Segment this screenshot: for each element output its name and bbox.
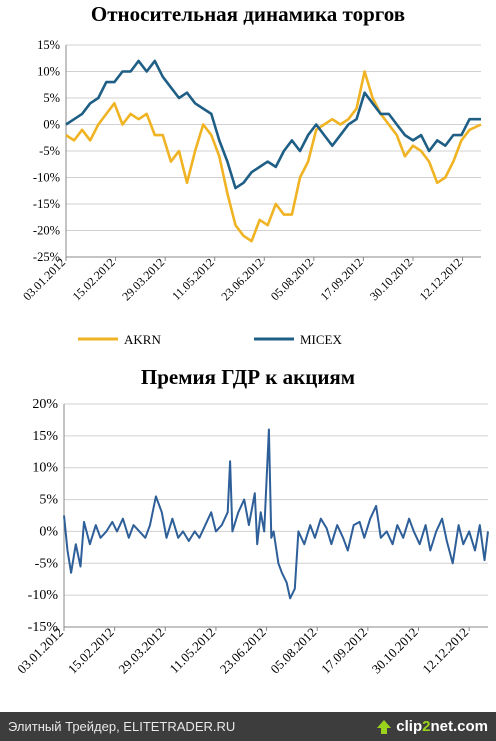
chart-1-title: Относительная динамика торгов xyxy=(90,2,406,26)
relative-dynamics-chart: -25%-20%-15%-10%-5%0%5%10%15%03.01.2012 1… xyxy=(20,38,482,347)
x-tick-label: 12.12.2012 xyxy=(419,625,471,677)
gdr-premium-chart: -15%-10%-5%0%5%10%15%20%03.01.201215.02.… xyxy=(14,397,489,677)
y-tick-label: 20% xyxy=(32,397,58,412)
y-tick-label: -10% xyxy=(33,171,60,185)
series-line-0 xyxy=(63,428,489,600)
y-tick-label: -5% xyxy=(35,556,59,571)
x-tick-label: 15.02.2012 xyxy=(65,625,117,677)
y-tick-label: -15% xyxy=(33,197,60,211)
y-tick-label: 15% xyxy=(32,429,58,444)
x-tick-label: 17.09.2012 xyxy=(318,625,370,677)
y-tick-label: -25% xyxy=(33,250,60,264)
brand-accent-text: 2 xyxy=(422,718,431,735)
y-tick-label: 0% xyxy=(39,524,58,539)
clip2net-logo: clip2net.com xyxy=(376,716,488,737)
y-tick-label: 10% xyxy=(37,65,60,79)
x-tick-label: 05.08.2012 xyxy=(267,625,319,677)
y-tick-label: 10% xyxy=(32,461,58,476)
series-line-akrn xyxy=(65,70,482,243)
y-tick-label: 5% xyxy=(39,493,58,508)
brand-end-text: net.com xyxy=(430,718,488,735)
legend-label: MICEX xyxy=(300,332,343,347)
y-tick-label: -15% xyxy=(28,620,59,635)
y-tick-label: 0% xyxy=(43,118,60,132)
footer-bar: Элитный Трейдер, ELITETRADER.RU clip2net… xyxy=(0,712,496,741)
y-tick-label: -5% xyxy=(39,144,60,158)
y-tick-label: -20% xyxy=(33,224,60,238)
brand-main-text: clip xyxy=(396,718,423,735)
x-tick-label: 11.05.2012 xyxy=(166,625,218,677)
legend-label: AKRN xyxy=(124,332,161,347)
x-tick-label: 23.06.2012 xyxy=(217,625,269,677)
y-tick-label: -10% xyxy=(28,588,59,603)
clip2net-brand-text: clip2net.com xyxy=(396,718,488,735)
chart-2-title: Премия ГДР к акциям xyxy=(140,365,356,389)
y-tick-label: 5% xyxy=(43,91,60,105)
x-tick-label: 29.03.2012 xyxy=(115,625,167,677)
y-tick-label: 15% xyxy=(37,38,60,52)
x-tick-label: 30.10.2012 xyxy=(369,625,421,677)
series-line-micex xyxy=(65,59,481,190)
footer-source-text: Элитный Трейдер, ELITETRADER.RU xyxy=(8,719,236,734)
upload-arrow-icon xyxy=(377,719,392,734)
